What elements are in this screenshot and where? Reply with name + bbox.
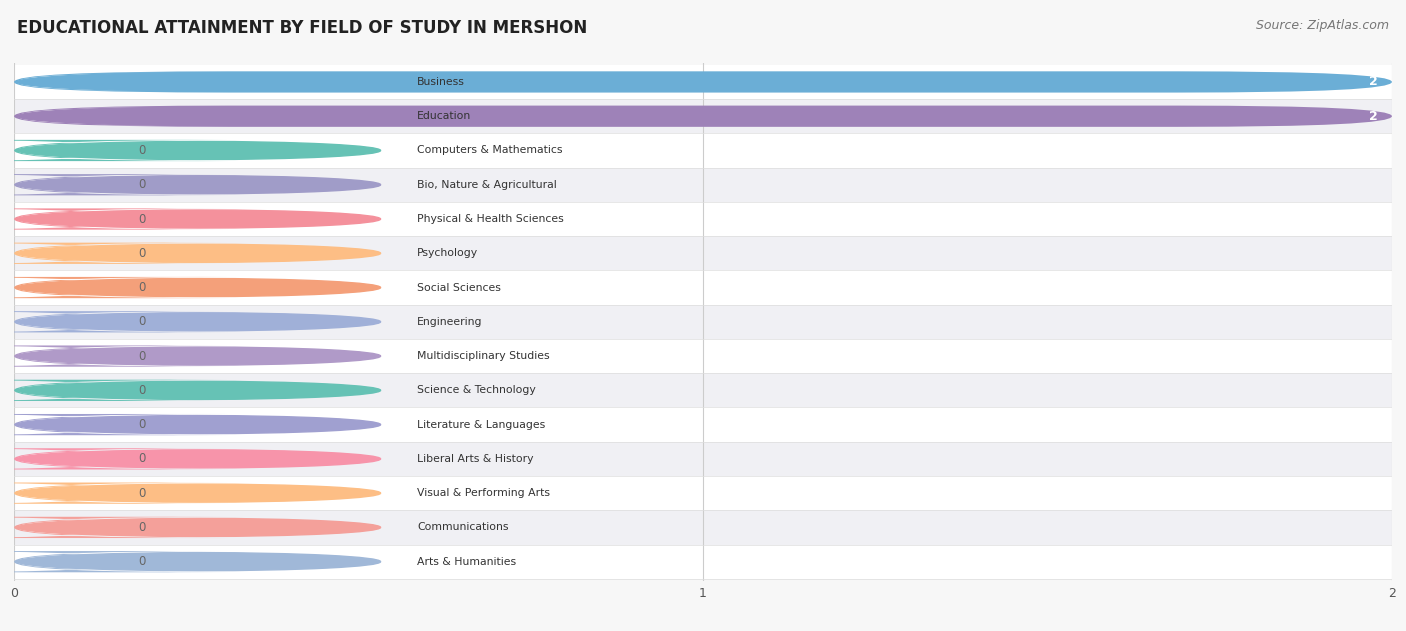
FancyBboxPatch shape <box>0 483 228 504</box>
FancyBboxPatch shape <box>14 373 1392 408</box>
FancyBboxPatch shape <box>17 313 238 331</box>
FancyBboxPatch shape <box>14 476 1392 510</box>
Text: 0: 0 <box>138 384 145 397</box>
Text: Visual & Performing Arts: Visual & Performing Arts <box>418 488 550 498</box>
Text: Liberal Arts & History: Liberal Arts & History <box>418 454 533 464</box>
FancyBboxPatch shape <box>14 202 1392 236</box>
Text: Social Sciences: Social Sciences <box>418 283 501 293</box>
Circle shape <box>17 278 381 297</box>
FancyBboxPatch shape <box>14 408 1392 442</box>
Circle shape <box>17 347 381 365</box>
FancyBboxPatch shape <box>17 416 238 433</box>
FancyBboxPatch shape <box>0 551 228 572</box>
Text: 0: 0 <box>138 247 145 260</box>
Text: 0: 0 <box>138 350 145 363</box>
FancyBboxPatch shape <box>0 517 228 538</box>
Text: 0: 0 <box>138 281 145 294</box>
Text: 0: 0 <box>138 555 145 568</box>
FancyBboxPatch shape <box>14 545 1392 579</box>
FancyBboxPatch shape <box>17 381 238 399</box>
FancyBboxPatch shape <box>14 271 1392 305</box>
Text: Arts & Humanities: Arts & Humanities <box>418 557 516 567</box>
FancyBboxPatch shape <box>0 380 228 401</box>
FancyBboxPatch shape <box>0 140 228 161</box>
FancyBboxPatch shape <box>14 105 1392 127</box>
Circle shape <box>17 519 381 536</box>
FancyBboxPatch shape <box>17 450 238 468</box>
Circle shape <box>17 416 381 433</box>
Text: Education: Education <box>418 111 471 121</box>
FancyBboxPatch shape <box>17 519 238 536</box>
FancyBboxPatch shape <box>0 311 228 333</box>
Text: 0: 0 <box>138 487 145 500</box>
Text: Literature & Languages: Literature & Languages <box>418 420 546 430</box>
Text: Business: Business <box>418 77 465 87</box>
Circle shape <box>17 450 381 468</box>
Text: Source: ZipAtlas.com: Source: ZipAtlas.com <box>1256 19 1389 32</box>
Circle shape <box>17 210 381 228</box>
FancyBboxPatch shape <box>0 174 228 196</box>
Text: Bio, Nature & Agricultural: Bio, Nature & Agricultural <box>418 180 557 190</box>
FancyBboxPatch shape <box>14 65 1392 99</box>
FancyBboxPatch shape <box>17 107 238 125</box>
Text: Computers & Mathematics: Computers & Mathematics <box>418 146 562 155</box>
FancyBboxPatch shape <box>17 141 238 160</box>
FancyBboxPatch shape <box>14 442 1392 476</box>
Text: 2: 2 <box>1369 110 1378 122</box>
FancyBboxPatch shape <box>17 484 238 502</box>
FancyBboxPatch shape <box>0 243 228 264</box>
Text: Science & Technology: Science & Technology <box>418 386 536 396</box>
FancyBboxPatch shape <box>17 175 238 194</box>
Text: 0: 0 <box>138 418 145 431</box>
FancyBboxPatch shape <box>0 414 228 435</box>
Text: Psychology: Psychology <box>418 248 478 258</box>
FancyBboxPatch shape <box>0 345 228 367</box>
Text: EDUCATIONAL ATTAINMENT BY FIELD OF STUDY IN MERSHON: EDUCATIONAL ATTAINMENT BY FIELD OF STUDY… <box>17 19 588 37</box>
Circle shape <box>17 553 381 570</box>
Text: 0: 0 <box>138 178 145 191</box>
Circle shape <box>17 244 381 262</box>
FancyBboxPatch shape <box>17 244 238 262</box>
Text: Communications: Communications <box>418 522 509 533</box>
FancyBboxPatch shape <box>14 339 1392 373</box>
Text: 0: 0 <box>138 452 145 466</box>
FancyBboxPatch shape <box>17 210 238 228</box>
Circle shape <box>17 484 381 502</box>
Circle shape <box>17 381 381 399</box>
FancyBboxPatch shape <box>17 278 238 297</box>
FancyBboxPatch shape <box>0 277 228 298</box>
Circle shape <box>17 107 381 125</box>
Text: 0: 0 <box>138 213 145 225</box>
FancyBboxPatch shape <box>0 448 228 469</box>
FancyBboxPatch shape <box>0 208 228 230</box>
Text: 0: 0 <box>138 316 145 328</box>
Circle shape <box>17 141 381 160</box>
FancyBboxPatch shape <box>14 236 1392 271</box>
Text: 0: 0 <box>138 521 145 534</box>
FancyBboxPatch shape <box>14 99 1392 133</box>
FancyBboxPatch shape <box>17 347 238 365</box>
Text: Multidisciplinary Studies: Multidisciplinary Studies <box>418 351 550 361</box>
Circle shape <box>17 313 381 331</box>
Text: 0: 0 <box>138 144 145 157</box>
Circle shape <box>17 73 381 91</box>
FancyBboxPatch shape <box>14 510 1392 545</box>
FancyBboxPatch shape <box>14 305 1392 339</box>
FancyBboxPatch shape <box>14 168 1392 202</box>
FancyBboxPatch shape <box>17 553 238 570</box>
Circle shape <box>17 175 381 194</box>
Text: Physical & Health Sciences: Physical & Health Sciences <box>418 214 564 224</box>
FancyBboxPatch shape <box>17 73 238 91</box>
Text: Engineering: Engineering <box>418 317 482 327</box>
FancyBboxPatch shape <box>14 133 1392 168</box>
FancyBboxPatch shape <box>14 71 1392 93</box>
Text: 2: 2 <box>1369 76 1378 88</box>
